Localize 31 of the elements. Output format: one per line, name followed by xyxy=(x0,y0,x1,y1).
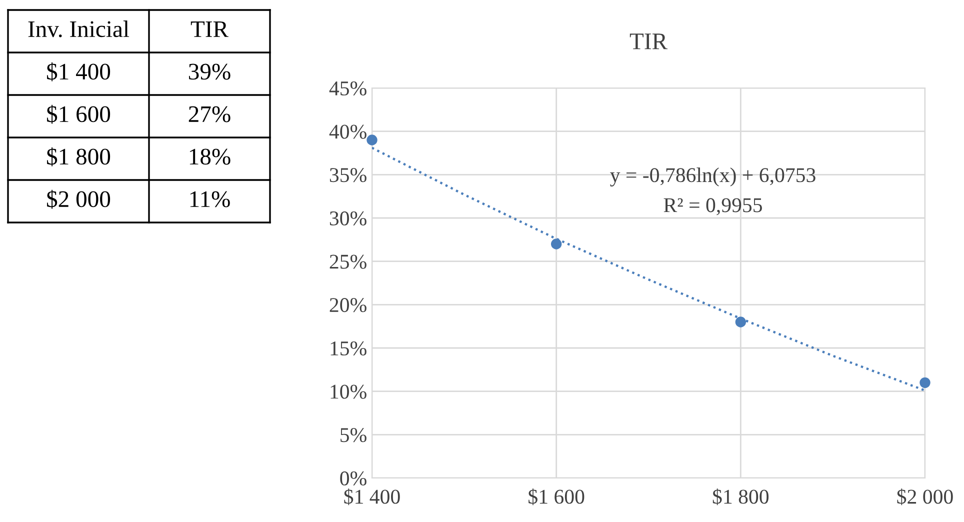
text: $2 000 xyxy=(47,190,110,209)
text: 39% xyxy=(188,64,230,80)
x-tick-label: $1 600 xyxy=(528,488,584,506)
y-tick-label: 10% xyxy=(330,384,366,399)
point xyxy=(735,316,746,328)
y-tick-label: 15% xyxy=(330,341,366,356)
y-tick-label: 25% xyxy=(330,254,366,269)
chart-title: TIR xyxy=(630,34,668,50)
y-tick-label: 20% xyxy=(330,298,366,312)
annotation: R² = 0,9955 xyxy=(664,198,762,216)
text: 18% xyxy=(190,148,230,165)
text: $1 600 xyxy=(47,104,110,124)
y-tick-label: 35% xyxy=(330,168,366,182)
point xyxy=(366,134,378,146)
text: $1 400 xyxy=(47,62,110,82)
x-tick-label: $1 400 xyxy=(344,488,400,506)
x-tick-label: $1 800 xyxy=(712,488,769,506)
y-tick-label: 40% xyxy=(329,124,366,139)
text: $1 800 xyxy=(47,147,110,166)
text: 27% xyxy=(188,106,230,122)
text: TIR xyxy=(190,21,228,37)
text: Inv. Inicial xyxy=(28,20,130,38)
point xyxy=(920,377,930,388)
y-tick-label: 5% xyxy=(340,428,366,442)
annotation: y = -0,786ln(x) + 6,0753 xyxy=(610,168,816,186)
y-tick-label: 45% xyxy=(329,81,366,96)
y-tick-label: 30% xyxy=(330,211,366,226)
y-tick-label: 0% xyxy=(340,471,366,486)
x-tick-label: $2 000 xyxy=(897,488,953,506)
text: 11% xyxy=(190,191,230,208)
point xyxy=(550,238,562,250)
